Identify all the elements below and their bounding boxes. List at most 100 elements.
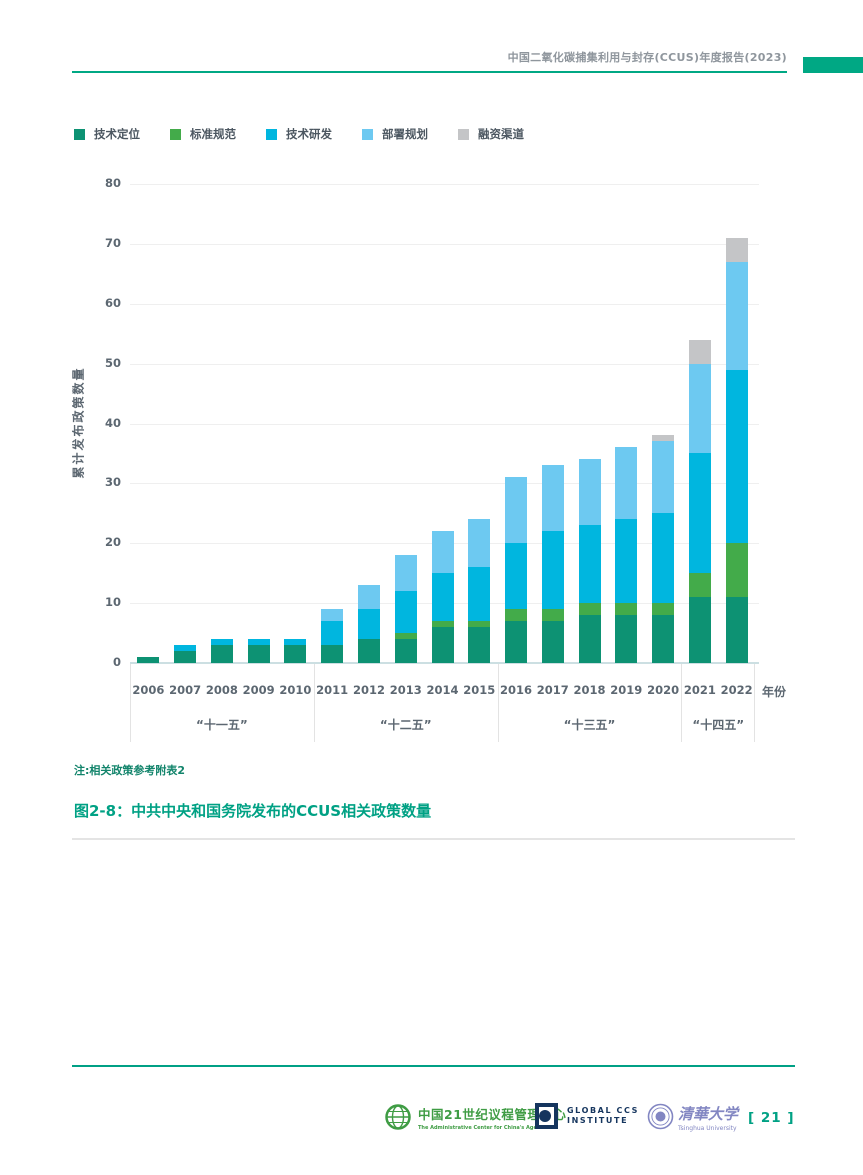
tsinghua-subtitle: Tsinghua University [678, 1125, 737, 1132]
bar-segment-2017-技术定位 [541, 621, 564, 663]
bar-segment-2008-技术研发 [210, 639, 233, 646]
y-tick-10: 10 [104, 595, 121, 610]
y-tick-40: 40 [104, 415, 121, 430]
group-separator-0 [130, 664, 131, 742]
bar-segment-2021-技术定位 [688, 597, 711, 663]
bar-segment-2022-技术定位 [725, 597, 748, 663]
group-label-3: “十四五” [692, 718, 745, 732]
bar-segment-2015-部署规划 [468, 519, 491, 568]
legend-swatch-1 [170, 128, 181, 140]
x-tick-2011: 2011 [316, 683, 349, 697]
bar-segment-2018-技术研发 [578, 525, 601, 604]
legend-item-4: 融资渠道 [458, 126, 524, 142]
bar-segment-2006-技术定位 [137, 657, 160, 663]
group-label-2: “十三五” [563, 718, 616, 732]
bar-segment-2013-技术研发 [394, 591, 417, 634]
bar-segment-2018-标准规范 [578, 603, 601, 616]
group-separator-2 [497, 664, 499, 742]
x-tick-2017: 2017 [536, 683, 569, 697]
x-tick-2021: 2021 [683, 683, 716, 697]
bar-segment-2020-技术研发 [652, 513, 675, 604]
gridline-40 [130, 423, 759, 425]
global-ccs-line1: GLOBAL CCS [567, 1105, 640, 1115]
x-tick-2008: 2008 [205, 683, 238, 697]
x-tick-2018: 2018 [573, 683, 606, 697]
x-tick-2013: 2013 [389, 683, 422, 697]
bar-segment-2015-技术研发 [468, 567, 491, 622]
legend-swatch-4 [458, 128, 469, 140]
bar-segment-2014-技术研发 [431, 573, 454, 622]
group-separator-3 [681, 664, 683, 742]
bar-segment-2017-标准规范 [541, 609, 564, 622]
footer-divider [72, 1065, 795, 1067]
bar-segment-2009-技术研发 [247, 639, 270, 646]
x-tick-2014: 2014 [426, 683, 459, 697]
y-tick-80: 80 [104, 176, 121, 190]
bar-segment-2008-技术定位 [210, 645, 233, 663]
page-footer: 中国21世纪议程管理中心 The Administrative Center f… [385, 1100, 795, 1145]
bar-segment-2022-融资渠道 [725, 237, 748, 262]
x-tick-2009: 2009 [242, 683, 275, 697]
page-header-title: 中国二氧化碳捕集利用与封存(CCUS)年度报告(2023) [507, 51, 787, 64]
x-tick-2006: 2006 [132, 683, 165, 697]
y-tick-50: 50 [104, 355, 121, 370]
bar-segment-2016-技术研发 [505, 543, 528, 610]
tsinghua-logo-block: 清華大学 Tsinghua University [647, 1103, 738, 1132]
bar-segment-2011-技术研发 [321, 621, 344, 646]
chart-legend: 技术定位 标准规范 技术研发 部署规划 融资渠道 [74, 126, 524, 142]
legend-item-1: 标准规范 [170, 126, 236, 142]
bar-segment-2013-标准规范 [394, 633, 417, 640]
bar-segment-2019-技术定位 [615, 615, 638, 663]
x-tick-2022: 2022 [720, 683, 753, 697]
bar-segment-2019-技术研发 [615, 519, 638, 604]
bar-segment-2021-融资渠道 [688, 339, 711, 364]
figure-note: 注:相关政策参考附表2 [74, 764, 186, 777]
bar-segment-2011-技术定位 [321, 645, 344, 663]
bar-segment-2022-部署规划 [725, 261, 748, 370]
y-tick-0: 0 [112, 655, 121, 669]
x-tick-2010: 2010 [279, 683, 312, 697]
bar-segment-2014-技术定位 [431, 627, 454, 663]
page-number: [ 21 ] [748, 1110, 795, 1126]
group-label-1: “十二五” [379, 718, 432, 732]
header-corner-tab [803, 57, 863, 73]
tsinghua-name: 清華大学 [678, 1105, 739, 1123]
y-tick-60: 60 [104, 295, 121, 310]
bar-segment-2012-部署规划 [357, 585, 380, 610]
bar-segment-2012-技术定位 [357, 639, 380, 663]
x-tick-2007: 2007 [169, 683, 202, 697]
bar-segment-2007-技术研发 [174, 645, 197, 652]
x-tick-2016: 2016 [500, 683, 533, 697]
bar-segment-2014-部署规划 [431, 531, 454, 574]
bar-segment-2011-部署规划 [321, 609, 344, 622]
bar-segment-2021-技术研发 [688, 453, 711, 574]
bar-segment-2013-技术定位 [394, 639, 417, 663]
bar-segment-2020-标准规范 [652, 603, 675, 616]
header-rule [72, 71, 787, 73]
y-tick-20: 20 [104, 535, 121, 550]
gridline-70 [130, 243, 759, 245]
agenda21-logo-block: 中国21世纪议程管理中心 The Administrative Center f… [385, 1104, 566, 1131]
group-separator-1 [313, 664, 315, 742]
bar-segment-2010-技术研发 [284, 639, 307, 646]
legend-item-0: 技术定位 [74, 126, 140, 142]
gridline-80 [130, 184, 759, 185]
x-tick-2020: 2020 [647, 683, 680, 697]
legend-label-4: 融资渠道 [478, 127, 524, 141]
bar-segment-2016-部署规划 [505, 477, 528, 544]
agenda21-name: 中国21世纪议程管理中心 [418, 1107, 567, 1122]
agenda21-subtitle: The Administrative Center for China's Ag… [418, 1125, 557, 1131]
section-divider [72, 838, 795, 840]
x-axis-line [130, 662, 759, 664]
global-ccs-icon [535, 1103, 558, 1129]
bar-segment-2009-技术定位 [247, 645, 270, 663]
bar-segment-2012-技术研发 [357, 609, 380, 640]
bar-segment-2018-部署规划 [578, 459, 601, 526]
bar-segment-2021-标准规范 [688, 573, 711, 598]
x-axis-title: 年份 [762, 685, 787, 699]
legend-label-2: 技术研发 [286, 127, 332, 141]
bar-segment-2020-融资渠道 [652, 435, 675, 442]
bar-segment-2021-部署规划 [688, 363, 711, 454]
bar-segment-2022-标准规范 [725, 543, 748, 598]
